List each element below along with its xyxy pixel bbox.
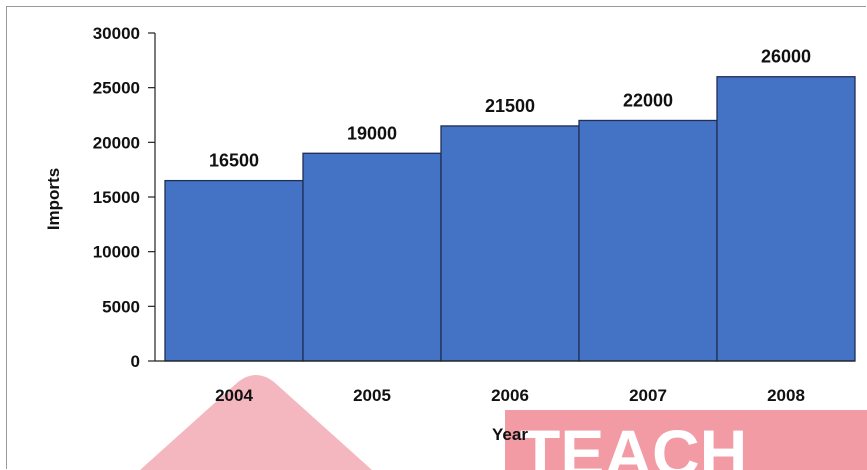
y-tick-label-5000: 5000 (102, 297, 140, 316)
x-tick-label-2008: 2008 (767, 386, 805, 405)
watermark-logo: TEACH (140, 375, 867, 470)
bar-2004 (164, 179, 304, 362)
x-axis-title: Year (492, 425, 528, 444)
data-label-2004: 16500 (209, 151, 259, 171)
data-label-2007: 22000 (623, 90, 673, 110)
bar-2007 (578, 119, 718, 362)
watermark-text: TEACH (520, 416, 747, 470)
data-labels-group: 16500 19000 21500 22000 26000 (209, 47, 811, 171)
bar-2006 (440, 125, 580, 362)
y-tick-label-20000: 20000 (93, 133, 140, 152)
data-label-2008: 26000 (761, 47, 811, 67)
watermark-banner (505, 410, 867, 470)
y-axis: 0 5000 10000 15000 20000 25000 30000 (93, 24, 156, 371)
x-axis: 2004 2005 2006 2007 2008 (155, 360, 855, 405)
data-label-2005: 19000 (347, 123, 397, 143)
bar-2008 (716, 76, 856, 362)
x-tick-label-2004: 2004 (215, 386, 253, 405)
y-axis-title: Imports (44, 168, 63, 230)
y-tick-label-10000: 10000 (93, 243, 140, 262)
x-tick-label-2005: 2005 (353, 386, 391, 405)
bars-group (164, 76, 856, 362)
y-tick-label-30000: 30000 (93, 24, 140, 43)
y-tick-label-0: 0 (131, 352, 140, 371)
data-label-2006: 21500 (485, 96, 535, 116)
y-tick-label-15000: 15000 (93, 188, 140, 207)
chart-frame (6, 6, 866, 469)
x-tick-label-2006: 2006 (491, 386, 529, 405)
y-tick-label-25000: 25000 (93, 79, 140, 98)
x-tick-label-2007: 2007 (629, 386, 667, 405)
bar-2005 (302, 152, 442, 362)
watermark-triangle (140, 375, 372, 470)
